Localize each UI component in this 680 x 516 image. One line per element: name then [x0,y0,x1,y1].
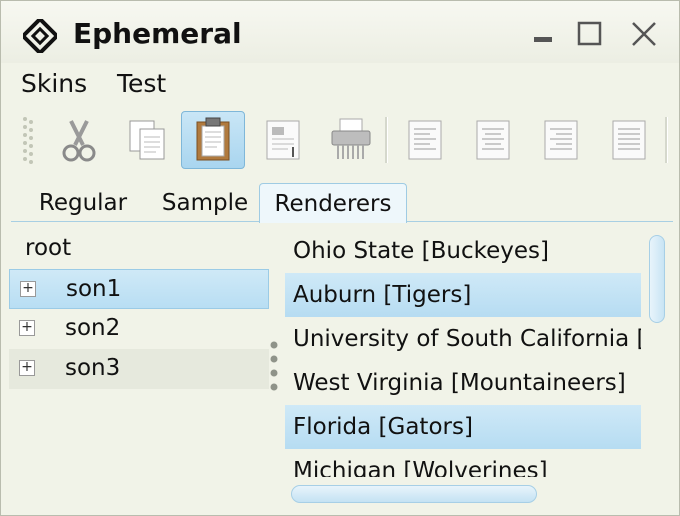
shredder-button[interactable] [319,111,383,169]
cut-button[interactable] [47,111,111,169]
tab-renderers[interactable]: Renderers [259,183,407,223]
window-title: Ephemeral [73,17,242,50]
align-justify-icon [612,120,646,160]
document-icon [266,120,300,160]
expand-icon[interactable]: + [20,281,36,297]
list-item[interactable]: University of South California [Trojans] [293,326,641,352]
cut-icon [62,120,96,162]
align-justify-button[interactable] [597,111,661,169]
toolbar-grip-icon[interactable] [21,115,35,169]
toolbar [1,105,679,175]
tree-node-son1[interactable]: + son1 [9,269,269,309]
maximize-icon[interactable] [575,19,605,49]
align-right-icon [544,120,578,160]
splitter-handle-icon[interactable] [267,339,281,395]
shredder-icon [331,118,371,159]
tree-node-son3[interactable]: + son3 [9,349,269,389]
paste-icon [196,117,230,161]
document-button[interactable] [251,111,315,169]
title-bar[interactable]: Ephemeral [1,1,679,63]
menu-bar: Skins Test [1,63,679,103]
align-left-icon [408,120,442,160]
minimize-icon[interactable] [529,19,559,49]
tab-regular[interactable]: Regular [38,190,128,216]
expand-icon[interactable]: + [19,320,35,336]
menu-skins[interactable]: Skins [21,69,88,98]
toolbar-separator [385,117,388,163]
tree-node-label: son2 [65,315,121,341]
vertical-scrollbar[interactable] [649,235,665,323]
close-icon[interactable] [629,19,659,49]
list-item[interactable]: Ohio State [Buckeyes] [293,238,549,264]
list-item[interactable]: Auburn [Tigers] [285,273,641,317]
align-right-button[interactable] [529,111,593,169]
copy-button[interactable] [115,111,179,169]
tree-root-label[interactable]: root [25,235,72,261]
tree-view[interactable]: root + son1 + son2 + son3 [9,227,271,507]
renderer-list[interactable]: Ohio State [Buckeyes] Auburn [Tigers] Un… [285,229,641,477]
tree-node-label: son1 [66,276,122,302]
horizontal-scrollbar[interactable] [291,485,537,503]
align-left-button[interactable] [393,111,457,169]
paste-button[interactable] [181,111,245,169]
align-center-button[interactable] [461,111,525,169]
list-item[interactable]: Florida [Gators] [285,405,641,449]
tab-sample[interactable]: Sample [161,190,249,216]
app-logo-icon [23,19,57,53]
copy-icon [129,120,165,160]
list-item[interactable]: Michigan [Wolverines] [293,458,548,477]
align-center-icon [476,120,510,160]
menu-test[interactable]: Test [117,69,167,98]
toolbar-separator [665,117,668,163]
tree-node-label: son3 [65,355,121,381]
list-item[interactable]: West Virginia [Mountaineers] [293,370,626,396]
expand-icon[interactable]: + [19,360,35,376]
tab-bar: Regular Sample Renderers [11,183,673,223]
tree-node-son2[interactable]: + son2 [9,309,269,349]
